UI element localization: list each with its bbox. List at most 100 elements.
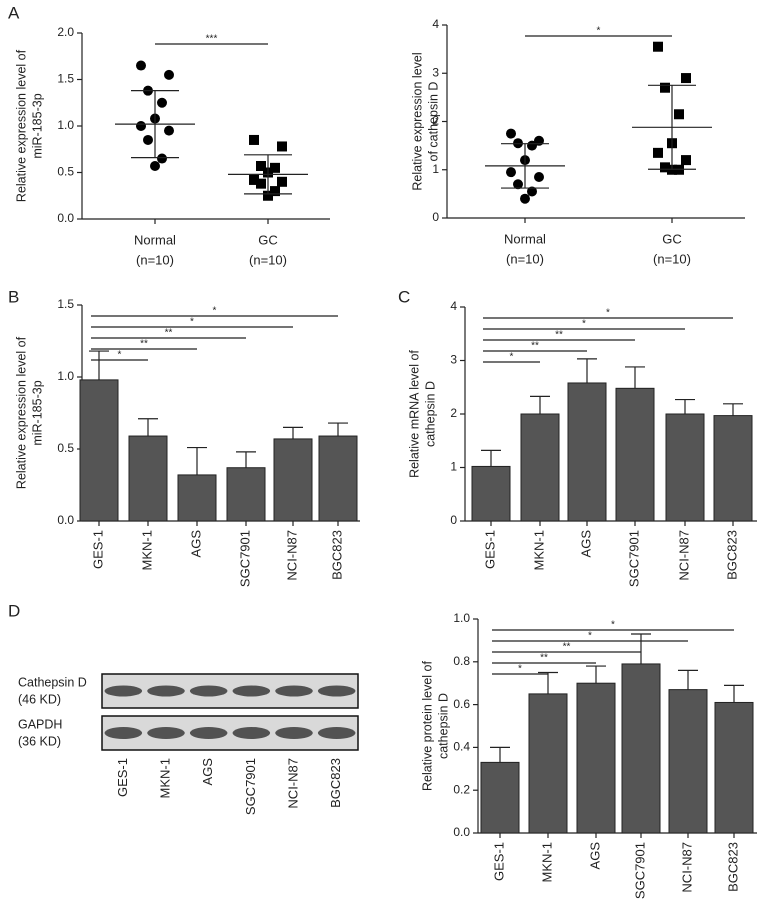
data-point: [520, 193, 530, 204]
lane-label: AGS: [200, 758, 215, 786]
bar: [128, 435, 168, 522]
y-axis-label: miR-185-3p: [30, 93, 44, 158]
y-axis-label: of cathepsin D: [426, 82, 440, 162]
data-point: [527, 186, 537, 197]
bar: [528, 693, 568, 834]
y-axis-label: Relative expression level of: [14, 336, 28, 489]
significance-label: **: [563, 642, 571, 653]
data-point: [653, 147, 663, 158]
y-tick-label: 2: [450, 406, 457, 420]
bar: [226, 467, 266, 522]
bar: [567, 382, 607, 522]
blot-band: [232, 727, 271, 739]
panel-label: D: [8, 601, 20, 620]
x-tick-label: NCI-N87: [284, 530, 299, 581]
y-tick-label: 4: [432, 17, 439, 31]
bar: [273, 438, 313, 522]
y-axis-label: Relative expression level: [410, 52, 424, 190]
data-point: [164, 69, 174, 80]
bar: [520, 413, 560, 522]
y-tick-label: 0: [432, 210, 439, 224]
bar: [615, 387, 655, 522]
significance-label: *: [588, 631, 592, 642]
blot-band: [104, 727, 143, 739]
panel-label: C: [398, 287, 410, 306]
significance-label: **: [555, 330, 563, 341]
blot-band: [104, 685, 143, 697]
significance-label: **: [165, 328, 173, 339]
significance-label: *: [510, 352, 514, 363]
data-point: [534, 171, 544, 182]
blot-band: [317, 685, 356, 697]
x-tick-label: GES-1: [491, 842, 506, 881]
blot-strip: [101, 673, 359, 709]
y-tick-label: 3: [450, 353, 457, 367]
data-point: [660, 82, 670, 93]
data-point: [527, 140, 537, 151]
y-tick-label: 1.0: [57, 118, 74, 132]
band-name: Cathepsin D: [18, 675, 87, 689]
significance-label: ***: [206, 34, 218, 45]
y-axis-label: Relative expression level of: [14, 49, 28, 202]
data-point: [653, 41, 663, 52]
y-axis-label: Relative mRNA level of: [407, 350, 421, 478]
significance-label: **: [531, 341, 539, 352]
significance-label: *: [213, 306, 217, 317]
blot-band: [189, 685, 228, 697]
blot-band: [147, 685, 185, 697]
bar: [665, 413, 705, 522]
blot-band: [232, 685, 271, 697]
x-tick-label: GC: [662, 231, 682, 246]
x-tick-label: MKN-1: [139, 530, 154, 570]
bar: [480, 761, 520, 834]
y-axis-label: miR-185-3p: [30, 380, 44, 445]
blot-band: [147, 727, 185, 739]
x-tick-label: SGC7901: [237, 530, 252, 587]
data-point: [249, 174, 259, 185]
x-tick-label: AGS: [578, 530, 593, 558]
bar: [177, 474, 217, 522]
significance-label: *: [190, 317, 194, 328]
bar: [714, 701, 754, 834]
y-tick-label: 1: [432, 162, 439, 176]
y-tick-label: 0.6: [453, 697, 470, 711]
data-point: [681, 73, 691, 84]
x-tick-label: GES-1: [90, 530, 105, 569]
significance-label: *: [611, 620, 615, 631]
significance-label: **: [540, 653, 548, 664]
x-tick-label: Normal: [134, 232, 176, 247]
significance-label: *: [597, 26, 601, 37]
bar: [79, 379, 119, 522]
sample-size: (n=10): [506, 251, 544, 266]
blot-band: [275, 727, 313, 739]
band-name: GAPDH: [18, 717, 62, 731]
significance-label: **: [140, 339, 148, 350]
data-point: [136, 121, 146, 131]
bar: [668, 689, 708, 834]
y-tick-label: 1.5: [57, 297, 74, 311]
x-tick-label: BGC823: [329, 530, 344, 580]
y-tick-label: 2.0: [57, 25, 74, 39]
data-point: [674, 109, 684, 120]
x-tick-label: NCI-N87: [679, 842, 694, 893]
data-point: [157, 153, 167, 164]
y-tick-label: 2: [432, 114, 439, 128]
data-point: [263, 190, 273, 201]
bar: [471, 465, 511, 522]
x-tick-label: MKN-1: [539, 842, 554, 882]
data-point: [150, 160, 160, 171]
band-size: (46 KD): [18, 692, 61, 706]
x-tick-label: GC: [258, 232, 278, 247]
data-point: [506, 167, 516, 178]
data-point: [681, 155, 691, 166]
y-tick-label: 0.0: [453, 825, 470, 839]
significance-label: *: [518, 664, 522, 675]
x-tick-label: GES-1: [482, 530, 497, 569]
lane-label: NCI-N87: [285, 758, 300, 809]
significance-label: *: [606, 308, 610, 319]
bar: [713, 415, 753, 522]
y-tick-label: 0.0: [57, 211, 74, 225]
sample-size: (n=10): [653, 251, 691, 266]
x-tick-label: AGS: [587, 842, 602, 870]
sample-size: (n=10): [249, 252, 287, 267]
